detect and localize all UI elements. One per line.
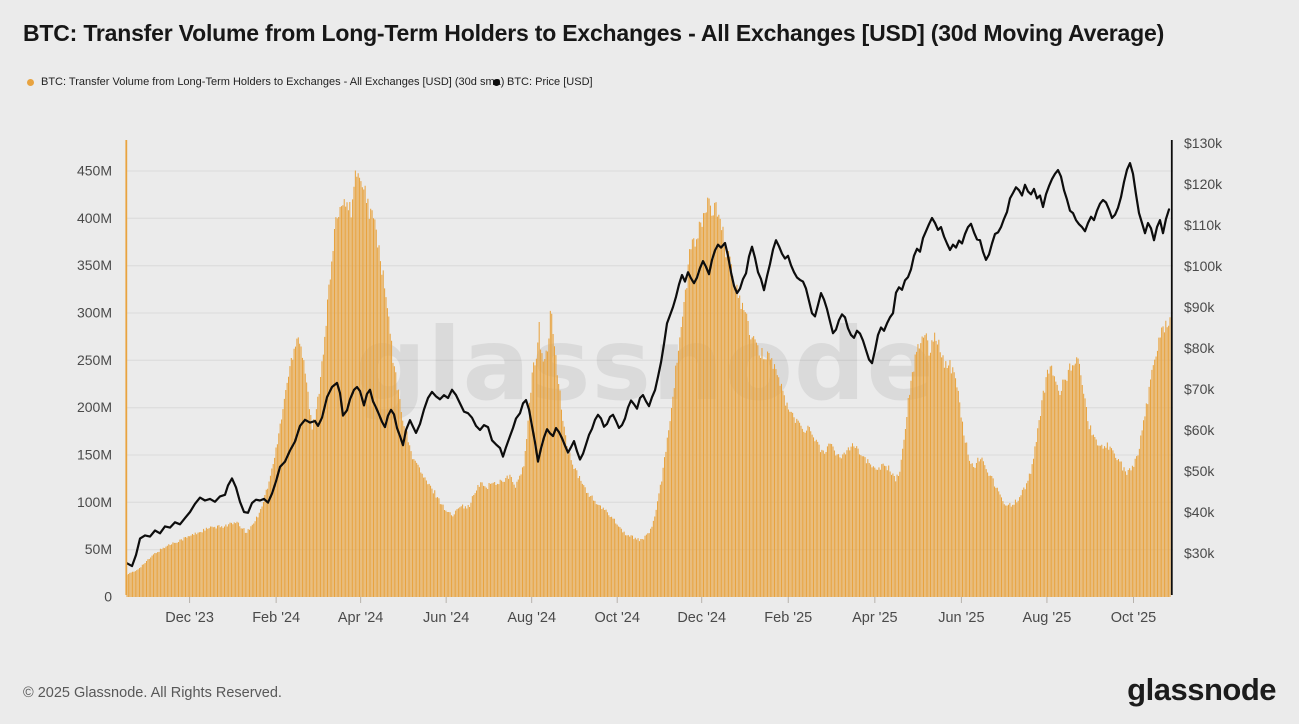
svg-text:$70k: $70k [1184,381,1215,397]
svg-text:200M: 200M [77,399,112,415]
svg-text:Dec '24: Dec '24 [677,610,726,626]
price-series-swatch-icon [493,78,500,86]
svg-text:250M: 250M [77,352,112,368]
svg-text:Oct '25: Oct '25 [1111,610,1156,626]
svg-text:Aug '25: Aug '25 [1023,610,1072,626]
legend: BTC: Transfer Volume from Long-Term Hold… [0,74,1299,90]
legend-label-price: BTC: Price [USD] [507,76,593,88]
watermark: glassnode [355,306,936,423]
glassnode-logo: glassnode [1127,672,1276,707]
svg-text:$30k: $30k [1184,545,1215,561]
right-axis-labels: $30k $40k $50k $60k $70k $80k $90k $100k $110k $1… [1184,135,1223,561]
svg-text:$50k: $50k [1184,463,1215,479]
svg-text:150M: 150M [77,447,112,463]
svg-text:50M: 50M [85,541,112,557]
svg-text:$90k: $90k [1184,299,1215,315]
svg-text:350M: 350M [77,257,112,273]
svg-text:Jun '25: Jun '25 [938,610,984,626]
svg-text:Aug '24: Aug '24 [507,610,556,626]
page-title: BTC: Transfer Volume from Long-Term Hold… [23,20,1165,46]
svg-text:300M: 300M [77,305,112,321]
svg-text:Jun '24: Jun '24 [423,610,469,626]
x-axis-labels: Dec '23 Feb '24 Apr '24 Jun '24 Aug '24 Oct '… [165,597,1156,626]
svg-text:Feb '24: Feb '24 [252,610,300,626]
svg-text:Dec '23: Dec '23 [165,610,214,626]
svg-text:450M: 450M [77,163,112,179]
svg-text:0: 0 [104,589,112,605]
svg-text:$100k: $100k [1184,258,1223,274]
svg-text:$80k: $80k [1184,340,1215,356]
svg-text:Feb '25: Feb '25 [764,610,812,626]
legend-item-price[interactable]: BTC: Price [USD] [493,74,593,90]
svg-text:$60k: $60k [1184,422,1215,438]
svg-text:Oct '24: Oct '24 [594,610,639,626]
svg-text:100M: 100M [77,494,112,510]
volume-series-swatch-icon [27,78,34,86]
svg-text:$120k: $120k [1184,176,1223,192]
svg-text:400M: 400M [77,210,112,226]
right-axis-line [1170,140,1173,595]
left-axis-line [125,140,128,595]
svg-text:$110k: $110k [1184,217,1222,233]
price-line [125,162,1171,568]
legend-label-transfer-volume: BTC: Transfer Volume from Long-Term Hold… [41,76,505,88]
legend-item-transfer-volume[interactable]: BTC: Transfer Volume from Long-Term Hold… [27,74,504,90]
svg-text:Apr '25: Apr '25 [852,610,898,626]
left-axis-labels: 0 50M 100M 150M 200M 250M 300M 350M 400M 450M [77,163,112,605]
copyright-text: © 2025 Glassnode. All Rights Reserved. [23,685,282,701]
svg-text:Apr '24: Apr '24 [338,610,384,626]
svg-text:$40k: $40k [1184,504,1215,520]
svg-text:$130k: $130k [1184,135,1223,151]
